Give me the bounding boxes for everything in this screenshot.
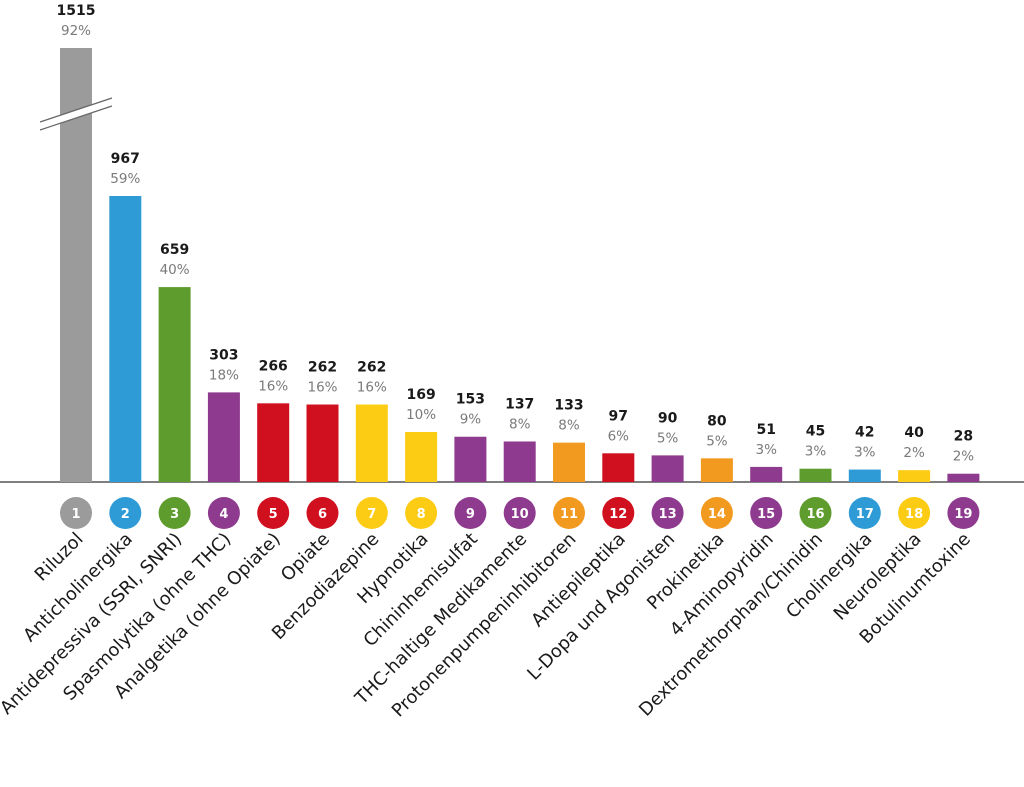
- rank-badge-3: [158, 497, 191, 529]
- percent-label-2: 59%: [110, 171, 140, 187]
- rank-number-11: 11: [560, 507, 578, 522]
- bar-8: [405, 432, 438, 482]
- value-label-10: 137: [505, 396, 534, 412]
- value-label-15: 51: [756, 422, 775, 438]
- percent-label-16: 3%: [805, 444, 827, 460]
- percent-label-11: 8%: [558, 418, 580, 434]
- percent-label-10: 8%: [509, 416, 531, 432]
- bar-11: [553, 442, 585, 482]
- value-label-4: 303: [209, 347, 238, 363]
- rank-number-12: 12: [609, 507, 627, 522]
- rank-number-1: 1: [71, 507, 80, 522]
- percent-label-4: 18%: [209, 367, 239, 383]
- rank-badge-19: [947, 497, 980, 529]
- rank-badge-12: [602, 497, 635, 529]
- rank-badge-7: [355, 497, 388, 529]
- bar-6: [306, 404, 339, 482]
- bar-10: [503, 441, 536, 482]
- bar-2: [109, 196, 142, 482]
- value-label-19: 28: [954, 429, 973, 445]
- bar-15: [750, 466, 783, 482]
- value-label-3: 659: [160, 242, 189, 258]
- rank-number-10: 10: [511, 507, 529, 522]
- percent-label-9: 9%: [460, 412, 482, 428]
- percent-label-12: 6%: [608, 428, 630, 444]
- percent-label-13: 5%: [657, 430, 679, 446]
- rank-number-8: 8: [417, 507, 426, 522]
- rank-badge-16: [799, 497, 832, 529]
- percent-label-3: 40%: [160, 262, 190, 278]
- percent-label-17: 3%: [854, 445, 876, 461]
- percent-label-1: 92%: [61, 23, 91, 39]
- rank-badge-14: [700, 497, 733, 529]
- bar-17: [848, 469, 881, 482]
- bar-18: [898, 470, 931, 482]
- bar-7: [355, 404, 388, 482]
- rank-badge-11: [553, 497, 585, 529]
- value-label-17: 42: [855, 425, 874, 441]
- rank-number-3: 3: [170, 507, 179, 522]
- value-label-5: 266: [259, 358, 288, 374]
- value-label-6: 262: [308, 360, 337, 376]
- rank-badge-18: [898, 497, 931, 529]
- rank-number-18: 18: [905, 507, 923, 522]
- percent-label-6: 16%: [307, 380, 337, 396]
- rank-number-16: 16: [806, 507, 824, 522]
- percent-label-18: 2%: [903, 445, 925, 461]
- rank-badge-2: [109, 497, 142, 529]
- bar-5: [257, 403, 290, 482]
- rank-badge-4: [207, 497, 240, 529]
- bar-3: [158, 287, 191, 482]
- percent-label-7: 16%: [357, 380, 387, 396]
- bar-9: [454, 436, 487, 482]
- rank-badge-1: [60, 497, 92, 529]
- percent-label-5: 16%: [258, 378, 288, 394]
- percent-label-19: 2%: [953, 449, 975, 465]
- bar-14: [700, 458, 733, 482]
- bar-16: [799, 468, 832, 482]
- rank-number-14: 14: [708, 507, 726, 522]
- bar-13: [651, 455, 684, 482]
- value-label-12: 97: [609, 408, 628, 424]
- rank-badge-17: [848, 497, 881, 529]
- value-label-14: 80: [707, 413, 727, 429]
- rank-badge-15: [750, 497, 783, 529]
- bar-4: [207, 392, 240, 482]
- value-label-11: 133: [554, 398, 583, 414]
- bar-12: [602, 453, 635, 482]
- percent-label-8: 10%: [406, 407, 436, 423]
- percent-label-15: 3%: [755, 442, 777, 458]
- value-label-8: 169: [406, 387, 435, 403]
- category-label-17: Cholinergika: [782, 529, 876, 623]
- rank-number-15: 15: [757, 507, 775, 522]
- value-label-16: 45: [806, 424, 825, 440]
- rank-badge-8: [405, 497, 438, 529]
- rank-badge-6: [306, 497, 339, 529]
- axis-break-line-lower: [39, 105, 113, 131]
- axis-break-gap: [40, 98, 112, 130]
- rank-number-7: 7: [367, 507, 376, 522]
- rank-number-9: 9: [466, 507, 475, 522]
- rank-badge-5: [257, 497, 290, 529]
- axis-break-line-upper: [39, 97, 113, 123]
- rank-badge-10: [503, 497, 536, 529]
- value-label-9: 153: [456, 392, 485, 408]
- rank-number-19: 19: [954, 507, 972, 522]
- rank-number-2: 2: [121, 507, 130, 522]
- rank-number-5: 5: [269, 507, 278, 522]
- value-label-7: 262: [357, 360, 386, 376]
- bar-19: [947, 473, 980, 482]
- value-label-13: 90: [658, 410, 678, 426]
- rank-number-6: 6: [318, 507, 327, 522]
- value-label-18: 40: [904, 425, 924, 441]
- rank-number-17: 17: [856, 507, 874, 522]
- percent-label-14: 5%: [706, 433, 728, 449]
- rank-badge-9: [454, 497, 487, 529]
- rank-number-4: 4: [219, 507, 228, 522]
- value-label-2: 967: [111, 151, 140, 167]
- value-label-1: 1515: [57, 3, 96, 19]
- rank-badge-13: [651, 497, 684, 529]
- rank-number-13: 13: [659, 507, 677, 522]
